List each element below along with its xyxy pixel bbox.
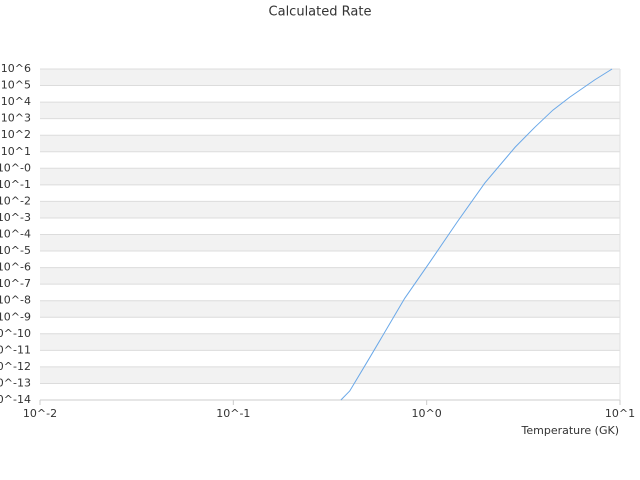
grid-band [40,69,620,86]
grid-band [40,267,620,285]
grid-band [40,333,620,351]
grid-band [40,168,620,185]
y-tick-label: 10^-8 [0,294,31,307]
y-tick-label: 10^5 [1,79,31,92]
x-tick-label: 10^-1 [216,407,250,420]
x-tick-label: 10^1 [605,407,635,420]
y-tick-label: 10^-0 [0,161,31,174]
y-tick-label: 10^-1 [0,178,31,191]
y-tick-label: 10^1 [1,145,31,158]
y-tick-label: 10^-5 [0,244,31,257]
y-tick-label: 10^-7 [0,277,31,290]
y-tick-label: 10^-11 [0,343,31,356]
grid-band [40,201,620,218]
y-tick-label: 10^-10 [0,327,31,340]
grid-band [40,366,620,384]
grid-band [40,135,620,152]
y-tick-label: 10^-3 [0,211,31,224]
x-tick-label: 10^-2 [23,407,57,420]
grid-band [40,234,620,252]
y-tick-label: 10^-4 [0,228,31,241]
grid-band [40,102,620,119]
y-tick-label: 10^3 [1,112,31,125]
x-tick-label: 10^0 [412,407,442,420]
y-tick-label: 10^4 [1,95,31,108]
y-tick-label: 10^-6 [0,261,31,274]
chart-title: Calculated Rate [269,5,372,20]
y-tick-label: 10^-13 [0,376,31,389]
y-tick-label: 10^6 [1,62,31,75]
y-tick-label: 10^-9 [0,310,31,323]
grid-band [40,300,620,318]
y-tick-label: 10^2 [1,128,31,141]
x-axis-label: Temperature (GK) [521,424,620,437]
y-tick-label: 10^-14 [0,393,31,406]
y-tick-label: 10^-12 [0,360,31,373]
y-tick-label: 10^-2 [0,194,31,207]
data-line [340,68,613,401]
